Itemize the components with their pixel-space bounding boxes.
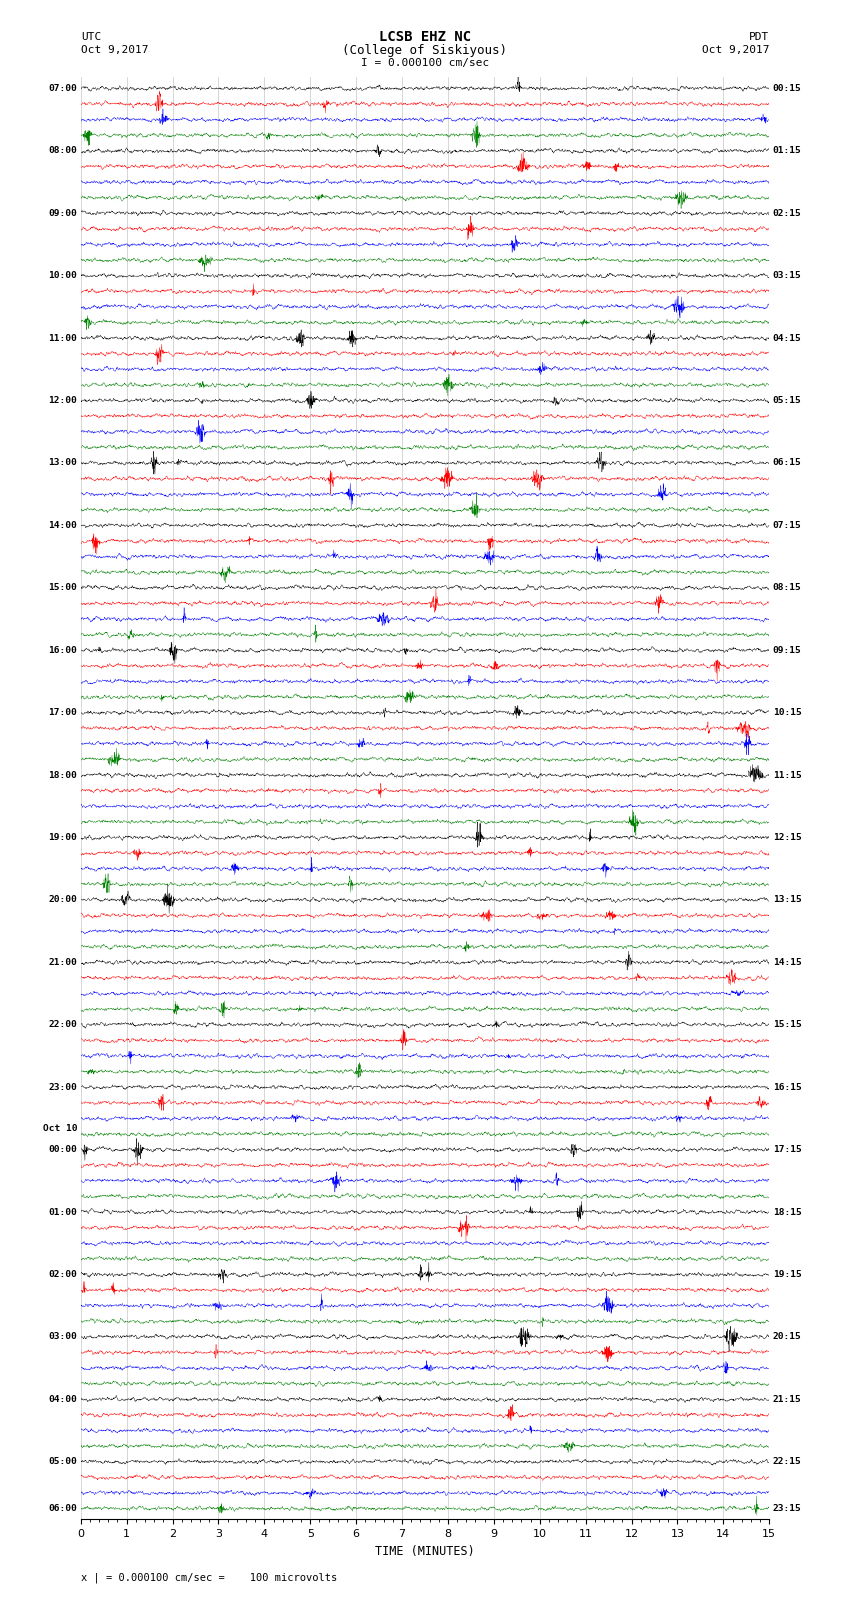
Text: 23:00: 23:00 [48, 1082, 77, 1092]
Text: UTC: UTC [81, 32, 101, 42]
Text: 05:00: 05:00 [48, 1457, 77, 1466]
Text: 01:15: 01:15 [773, 147, 802, 155]
Text: 08:15: 08:15 [773, 584, 802, 592]
Text: 10:00: 10:00 [48, 271, 77, 281]
Text: PDT: PDT [749, 32, 769, 42]
Text: I = 0.000100 cm/sec: I = 0.000100 cm/sec [361, 58, 489, 68]
Text: 03:15: 03:15 [773, 271, 802, 281]
Text: 02:00: 02:00 [48, 1269, 77, 1279]
Text: 11:00: 11:00 [48, 334, 77, 342]
Text: 16:15: 16:15 [773, 1082, 802, 1092]
Text: 04:15: 04:15 [773, 334, 802, 342]
Text: 19:15: 19:15 [773, 1269, 802, 1279]
X-axis label: TIME (MINUTES): TIME (MINUTES) [375, 1545, 475, 1558]
Text: 12:15: 12:15 [773, 832, 802, 842]
Text: 00:00: 00:00 [48, 1145, 77, 1153]
Text: 16:00: 16:00 [48, 645, 77, 655]
Text: 02:15: 02:15 [773, 208, 802, 218]
Text: 23:15: 23:15 [773, 1503, 802, 1513]
Text: (College of Siskiyous): (College of Siskiyous) [343, 44, 507, 56]
Text: 17:15: 17:15 [773, 1145, 802, 1153]
Text: 21:00: 21:00 [48, 958, 77, 966]
Text: x | = 0.000100 cm/sec =    100 microvolts: x | = 0.000100 cm/sec = 100 microvolts [81, 1573, 337, 1582]
Text: 05:15: 05:15 [773, 395, 802, 405]
Text: 09:15: 09:15 [773, 645, 802, 655]
Text: 06:00: 06:00 [48, 1503, 77, 1513]
Text: 14:00: 14:00 [48, 521, 77, 529]
Text: 21:15: 21:15 [773, 1395, 802, 1403]
Text: 07:00: 07:00 [48, 84, 77, 94]
Text: 01:00: 01:00 [48, 1208, 77, 1216]
Text: LCSB EHZ NC: LCSB EHZ NC [379, 31, 471, 44]
Text: 10:15: 10:15 [773, 708, 802, 718]
Text: 03:00: 03:00 [48, 1332, 77, 1342]
Text: Oct 9,2017: Oct 9,2017 [81, 45, 148, 55]
Text: 18:00: 18:00 [48, 771, 77, 779]
Text: 22:00: 22:00 [48, 1021, 77, 1029]
Text: 15:15: 15:15 [773, 1021, 802, 1029]
Text: 11:15: 11:15 [773, 771, 802, 779]
Text: 07:15: 07:15 [773, 521, 802, 529]
Text: 08:00: 08:00 [48, 147, 77, 155]
Text: 17:00: 17:00 [48, 708, 77, 718]
Text: Oct 9,2017: Oct 9,2017 [702, 45, 769, 55]
Text: 00:15: 00:15 [773, 84, 802, 94]
Text: 18:15: 18:15 [773, 1208, 802, 1216]
Text: 22:15: 22:15 [773, 1457, 802, 1466]
Text: Oct 10: Oct 10 [42, 1124, 77, 1132]
Text: 15:00: 15:00 [48, 584, 77, 592]
Text: 20:00: 20:00 [48, 895, 77, 905]
Text: 14:15: 14:15 [773, 958, 802, 966]
Text: 19:00: 19:00 [48, 832, 77, 842]
Text: 13:00: 13:00 [48, 458, 77, 468]
Text: 04:00: 04:00 [48, 1395, 77, 1403]
Text: 13:15: 13:15 [773, 895, 802, 905]
Text: 12:00: 12:00 [48, 395, 77, 405]
Text: 20:15: 20:15 [773, 1332, 802, 1342]
Text: 06:15: 06:15 [773, 458, 802, 468]
Text: 09:00: 09:00 [48, 208, 77, 218]
